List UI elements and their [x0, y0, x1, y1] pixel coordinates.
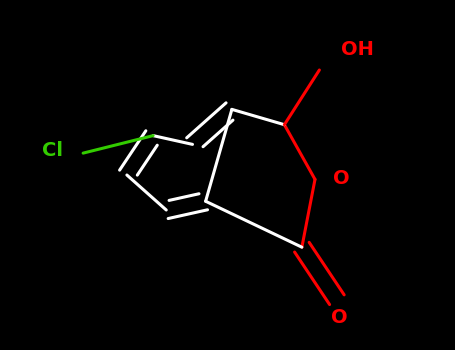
Text: OH: OH: [341, 40, 374, 59]
Text: O: O: [333, 169, 349, 188]
Text: O: O: [331, 308, 347, 328]
Text: Cl: Cl: [42, 141, 63, 160]
